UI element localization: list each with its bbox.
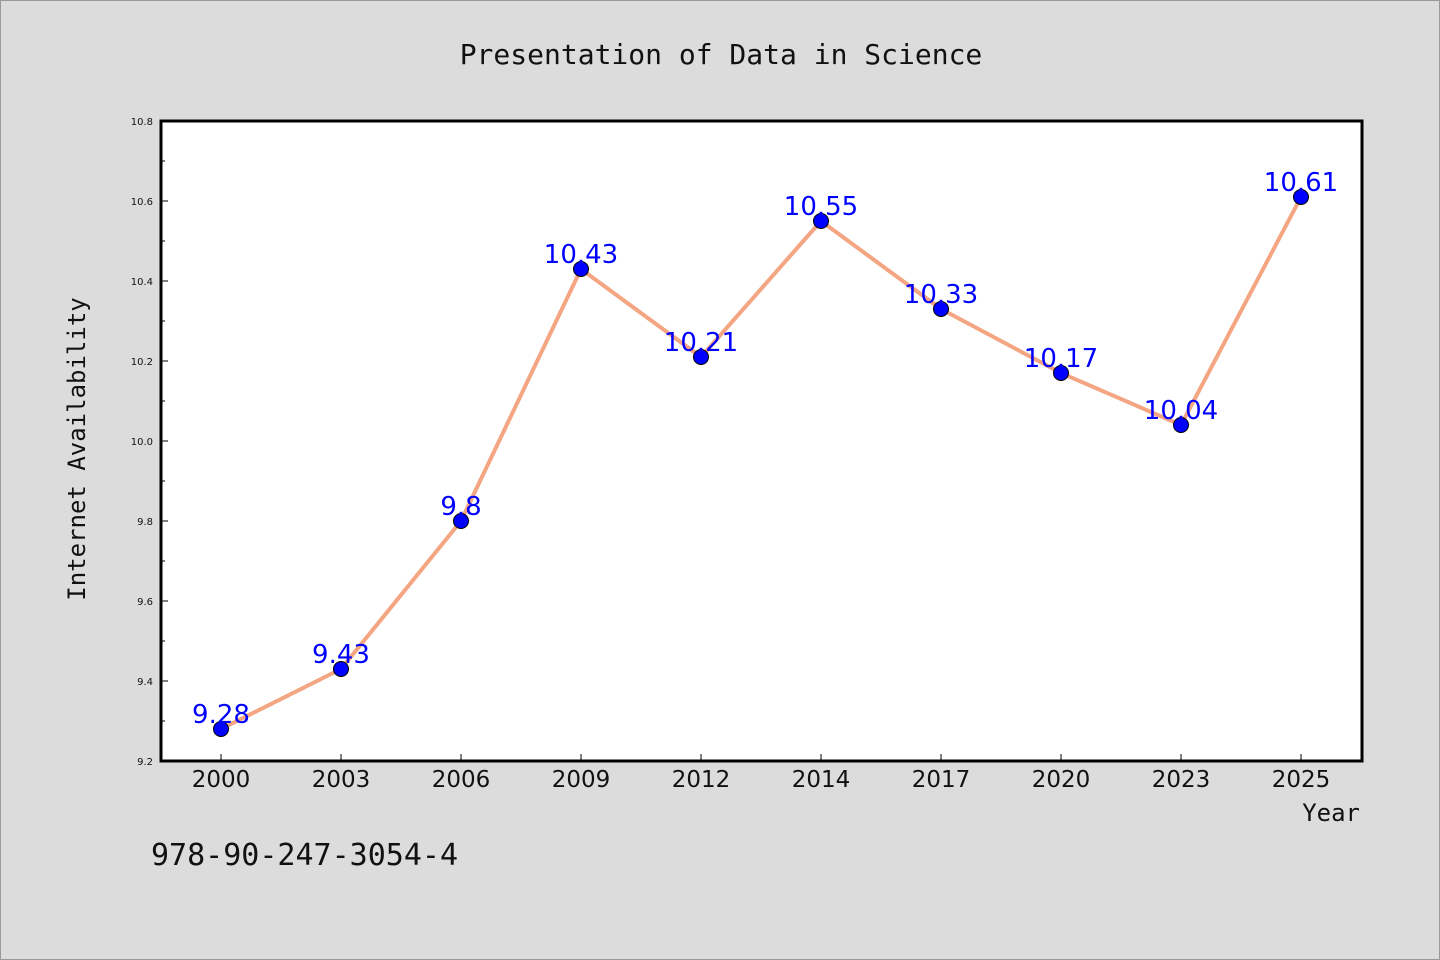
data-point-label: 9.43 (312, 640, 370, 670)
x-tick-label: 2000 (192, 767, 251, 793)
x-tick-label: 2003 (312, 767, 371, 793)
y-axis-title: Internet Availability (63, 297, 91, 600)
data-point-label: 10.04 (1144, 396, 1218, 426)
data-point-marker (933, 301, 949, 317)
x-tick-label: 2023 (1152, 767, 1211, 793)
data-point-label: 10.61 (1264, 168, 1338, 198)
y-tick-label: 10.4 (131, 277, 153, 288)
x-tick-label: 2009 (552, 767, 611, 793)
isbn-text: 978-90-247-3054-4 (151, 838, 458, 873)
y-tick-label: 10.0 (131, 437, 153, 448)
data-point-marker (1293, 189, 1309, 205)
y-tick-label: 9.8 (137, 517, 153, 528)
data-point-marker (1173, 417, 1189, 433)
y-tick-label: 10.2 (131, 357, 153, 368)
plot-area (159, 119, 1364, 763)
data-markers (213, 189, 1309, 737)
data-point-label: 10.33 (904, 280, 978, 310)
x-tick-label: 2012 (672, 767, 731, 793)
data-point-label: 10.17 (1024, 344, 1098, 374)
series-line (219, 195, 1303, 731)
y-tick-label: 9.2 (137, 757, 153, 768)
y-tick-label: 10.8 (131, 117, 153, 128)
data-point-marker (813, 213, 829, 229)
y-tick-label: 9.4 (137, 677, 153, 688)
data-point-marker (573, 261, 589, 277)
data-point-label: 9.28 (192, 700, 250, 730)
y-tick-label: 9.6 (137, 597, 153, 608)
data-point-label: 10.21 (664, 328, 738, 358)
chart-title: Presentation of Data in Science (460, 38, 983, 71)
data-point-label: 9.8 (440, 492, 481, 522)
x-tick-label: 2006 (432, 767, 491, 793)
data-labels: 9.28 9.43 9.8 10.43 10.21 10.55 10.33 10.17 10.0… (192, 168, 1338, 730)
y-tick-label: 10.6 (131, 197, 153, 208)
x-axis-title: Year (1302, 799, 1360, 827)
data-point-marker (213, 721, 229, 737)
x-tick-label: 2017 (912, 767, 971, 793)
x-tick-label: 2025 (1272, 767, 1331, 793)
data-point-marker (333, 661, 349, 677)
data-point-marker (453, 513, 469, 529)
data-point-marker (693, 349, 709, 365)
data-point-marker (1053, 365, 1069, 381)
x-axis: 2000 2003 2006 2009 2012 2014 2017 2020 2023 2025 (192, 754, 1331, 793)
y-axis: 9.2 9.4 9.6 9.8 10.0 10.2 10.4 10.6 10.8 (131, 117, 168, 768)
x-tick-label: 2020 (1032, 767, 1091, 793)
data-point-label: 10.55 (784, 192, 858, 222)
x-tick-label: 2014 (792, 767, 851, 793)
data-point-label: 10.43 (544, 240, 618, 270)
